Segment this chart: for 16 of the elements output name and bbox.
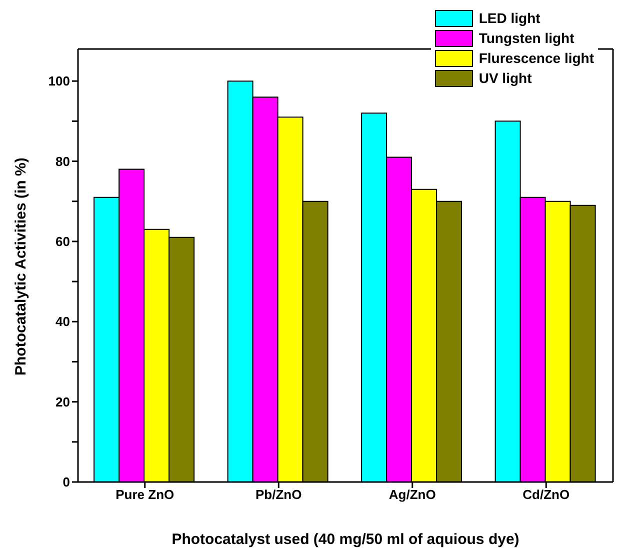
legend-label: Flurescence light — [478, 50, 594, 66]
x-tick-label: Pure ZnO — [116, 487, 174, 502]
legend-label: Tungsten light — [478, 30, 574, 46]
y-tick-label: 20 — [56, 394, 70, 410]
y-tick-label: 0 — [62, 474, 70, 490]
x-tick-label: Pb/ZnO — [256, 487, 302, 502]
x-tick-label: Ag/ZnO — [388, 487, 436, 502]
y-tick-label: 80 — [56, 154, 70, 169]
y-tick-label: 100 — [48, 74, 70, 89]
x-tick-label: Cd/ZnO — [522, 487, 570, 502]
y-axis-title: Photocatalytic Activities (in %) — [12, 158, 30, 376]
x-axis-title: Photocatalyst used (40 mg/50 ml of aquious dye) — [172, 531, 520, 548]
y-tick-label: 40 — [56, 314, 70, 330]
legend-label: LED light — [478, 10, 540, 26]
y-tick-label: 60 — [56, 234, 70, 250]
legend-label: UV light — [478, 70, 532, 86]
